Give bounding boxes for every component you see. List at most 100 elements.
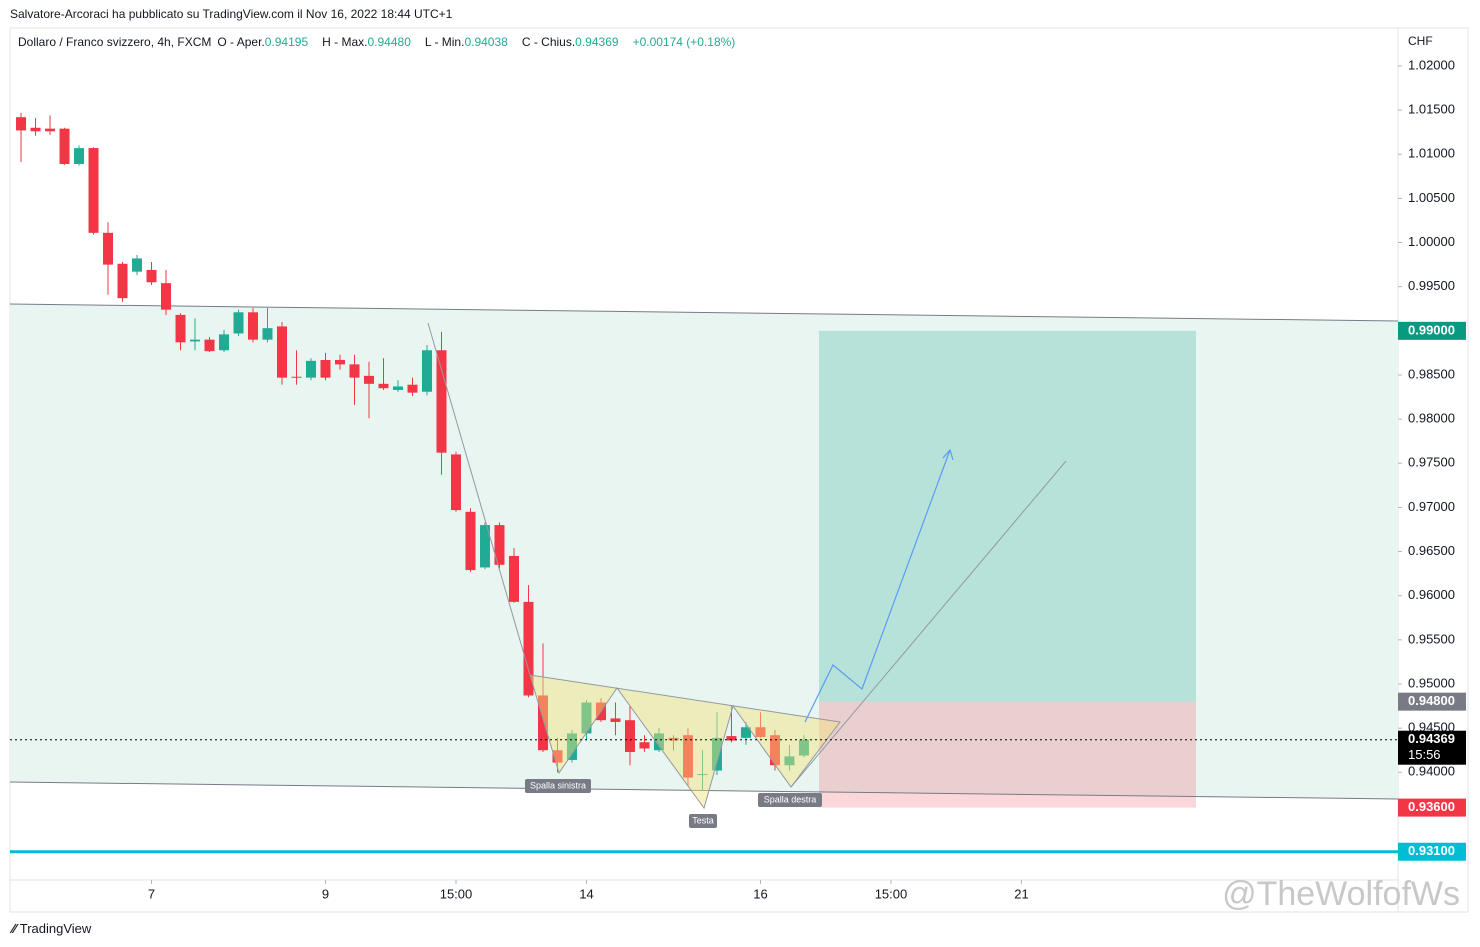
y-tick-label: 1.02000 bbox=[1408, 57, 1455, 72]
brand-text: TradingView bbox=[19, 921, 92, 936]
price-label-bg bbox=[1398, 692, 1466, 711]
legend-value: 0.94480 bbox=[367, 35, 411, 49]
projection-arrow bbox=[804, 449, 951, 723]
x-tick-label: 9 bbox=[322, 886, 329, 901]
symbol: Dollaro / Franco svizzero, 4h, FXCM bbox=[18, 35, 212, 49]
candle-body bbox=[30, 127, 41, 132]
candle-body bbox=[204, 339, 215, 352]
candle-body bbox=[306, 360, 317, 378]
annotation: Spalla destra bbox=[764, 794, 817, 804]
candle-body bbox=[508, 555, 519, 602]
candle-body bbox=[740, 727, 751, 738]
candle-body bbox=[798, 739, 809, 756]
countdown: 15:56 bbox=[1408, 747, 1441, 762]
y-tick-label: 1.01500 bbox=[1408, 102, 1455, 117]
stop-zone bbox=[819, 701, 1196, 808]
candle-body bbox=[262, 328, 273, 340]
channel-top bbox=[9, 303, 1399, 322]
x-tick-label: 15:00 bbox=[875, 886, 908, 901]
candle-body bbox=[74, 148, 85, 164]
candle-body bbox=[537, 695, 548, 751]
candle-body bbox=[392, 386, 403, 390]
candle-body bbox=[755, 727, 766, 737]
candle-body bbox=[349, 364, 360, 378]
candle-body bbox=[146, 269, 157, 283]
y-tick-label: 1.00000 bbox=[1408, 234, 1455, 249]
projection-line bbox=[790, 460, 1067, 788]
candle-body bbox=[523, 601, 534, 696]
price-label-bg bbox=[1398, 798, 1466, 817]
candle-body bbox=[581, 702, 592, 734]
annotation-bg bbox=[758, 793, 822, 807]
candle-body bbox=[103, 232, 114, 265]
candle-body bbox=[334, 359, 345, 365]
price-label-bg bbox=[1398, 842, 1466, 861]
candle-body bbox=[450, 454, 461, 511]
candle-body bbox=[697, 774, 708, 776]
candle-body bbox=[436, 350, 447, 453]
candle-body bbox=[726, 736, 737, 741]
candle-body bbox=[219, 334, 230, 351]
trend-line bbox=[427, 322, 531, 676]
publisher: Salvatore-Arcoraci ha pubblicato su Trad… bbox=[10, 7, 453, 21]
price-label: 0.93600 bbox=[1408, 799, 1455, 814]
annotation-bg bbox=[525, 779, 591, 793]
candle-body bbox=[552, 750, 563, 763]
candle-body bbox=[59, 128, 70, 164]
candle-body bbox=[682, 735, 693, 778]
brand: ⁄⁄ TradingView bbox=[12, 921, 92, 936]
y-tick-label: 0.97500 bbox=[1408, 455, 1455, 470]
channel-fill bbox=[10, 304, 1398, 799]
candle-body bbox=[233, 312, 244, 334]
candle-body bbox=[407, 384, 418, 393]
currency: CHF bbox=[1408, 34, 1433, 48]
legend-key: O - Aper. bbox=[217, 35, 265, 49]
candle-body bbox=[639, 742, 650, 749]
legend-key: H - Max. bbox=[322, 35, 368, 49]
y-tick-label: 0.99500 bbox=[1408, 278, 1455, 293]
legend-value: 0.94369 bbox=[575, 35, 619, 49]
candle-body bbox=[566, 733, 577, 760]
candle-body bbox=[624, 720, 635, 752]
price-label: 0.94800 bbox=[1408, 693, 1455, 708]
candle-body bbox=[277, 326, 288, 378]
candle-body bbox=[769, 735, 780, 766]
head-shoulders bbox=[529, 674, 841, 810]
candle-body bbox=[16, 117, 27, 131]
price-label: 0.94369 bbox=[1408, 731, 1455, 746]
legend-value: +0.00174 (+0.18%) bbox=[632, 35, 736, 49]
legend-value: 0.94195 bbox=[264, 35, 309, 49]
y-tick-label: 0.96500 bbox=[1408, 543, 1455, 558]
candle-body bbox=[465, 511, 476, 571]
candle-body bbox=[479, 525, 490, 568]
candle-body bbox=[45, 128, 56, 132]
candle-body bbox=[668, 737, 679, 741]
legend-key: C - Chius. bbox=[521, 35, 576, 49]
price-label: 0.93100 bbox=[1408, 843, 1455, 858]
candle-body bbox=[378, 383, 389, 389]
x-tick-label: 15:00 bbox=[440, 886, 473, 901]
candle-body bbox=[421, 350, 432, 392]
annotation: Spalla sinistra bbox=[530, 780, 586, 790]
candle-body bbox=[190, 339, 201, 342]
candle-body bbox=[132, 258, 143, 272]
price-label: 0.99000 bbox=[1408, 322, 1455, 337]
target-zone bbox=[819, 330, 1196, 702]
x-tick-label: 16 bbox=[753, 886, 767, 901]
x-tick-label: 7 bbox=[148, 886, 155, 901]
candle-body bbox=[248, 312, 259, 340]
price-label-bg bbox=[1398, 730, 1466, 765]
candle-body bbox=[161, 283, 172, 310]
candle-body bbox=[175, 314, 186, 343]
candle-body bbox=[784, 756, 795, 766]
candle-body bbox=[291, 376, 302, 378]
y-tick-label: 0.94000 bbox=[1408, 764, 1455, 779]
candle-body bbox=[363, 375, 374, 384]
channel-bottom bbox=[9, 781, 1399, 800]
candle-body bbox=[610, 718, 621, 722]
candle-body bbox=[320, 359, 331, 378]
y-tick-label: 0.97000 bbox=[1408, 499, 1455, 514]
price-label-bg bbox=[1398, 321, 1466, 340]
candle-body bbox=[117, 263, 128, 299]
